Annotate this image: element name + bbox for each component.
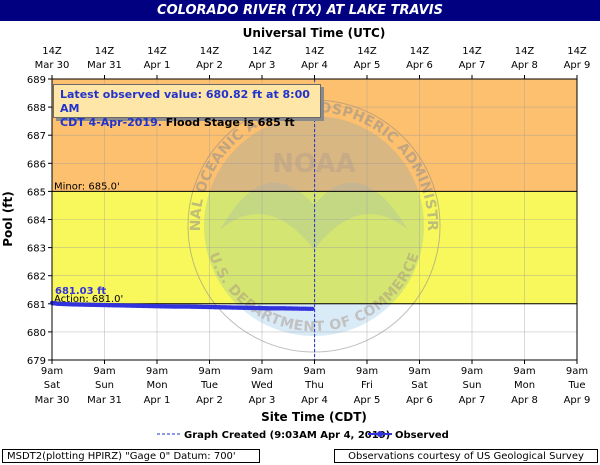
x-tick-top-date: Apr 1 xyxy=(144,60,171,71)
x-tick-time: 9am xyxy=(303,366,325,377)
y-tick-label: 687 xyxy=(27,131,46,142)
y-tick-label: 684 xyxy=(27,216,46,227)
x-tick-top-time: 14Z xyxy=(42,46,62,57)
x-tick-top-date: Mar 30 xyxy=(35,60,70,71)
x-tick-time: 9am xyxy=(461,366,483,377)
y-tick-labels: 679 680 681 682 683 684 685 686 687 688 689 xyxy=(27,75,52,367)
x-tick-top-date: Apr 4 xyxy=(301,60,328,71)
threshold-label-action: Action: 681.0' xyxy=(54,294,123,305)
first-value-label: 681.03 ft xyxy=(55,286,106,297)
y-tick-label: 682 xyxy=(27,272,46,283)
y-tick-label: 681 xyxy=(27,300,46,311)
x-tick-day: Mon xyxy=(514,380,535,391)
x-tick-date: Apr 1 xyxy=(144,395,171,406)
y-tick-label: 686 xyxy=(27,159,46,170)
x-tick-time: 9am xyxy=(198,366,220,377)
x-tick-time: 9am xyxy=(93,366,115,377)
x-tick-date: Mar 30 xyxy=(35,395,70,406)
x-tick-date: Apr 6 xyxy=(406,395,433,406)
legend-observed-label: Observed xyxy=(395,430,449,441)
x-tick-day: Sat xyxy=(44,380,60,391)
x-tick-date: Apr 5 xyxy=(354,395,381,406)
x-tick-time: 9am xyxy=(251,366,273,377)
x-tick-top-date: Apr 5 xyxy=(354,60,381,71)
x-tick-top-time: 14Z xyxy=(410,46,430,57)
watermark-disc xyxy=(204,116,424,336)
x-tick-date: Apr 8 xyxy=(511,395,538,406)
x-tick-day: Wed xyxy=(251,380,273,391)
y-tick-label: 688 xyxy=(27,103,46,114)
legend-observed-marker xyxy=(377,431,383,437)
latest-observation-line1: Latest observed value: 680.82 ft at 8:00… xyxy=(60,88,310,115)
x-tick-date: Apr 7 xyxy=(459,395,486,406)
latest-observation-box: Latest observed value: 680.82 ft at 8:00… xyxy=(53,84,321,129)
x-tick-top-time: 14Z xyxy=(147,46,167,57)
x-tick-labels-bottom: 9am Sat Mar 30 9am Sun Mar 31 9am Mon Apr 1 9am Tu… xyxy=(35,360,591,406)
x-tick-time: 9am xyxy=(146,366,168,377)
plot-frame xyxy=(51,78,578,361)
legend: Graph Created (9:03AM Apr 4, 2019) Obser… xyxy=(157,430,449,441)
x-tick-top-date: Apr 6 xyxy=(406,60,433,71)
credit-footer: Observations courtesy of US Geological S… xyxy=(334,449,598,463)
threshold-label-minor: Minor: 685.0' xyxy=(54,181,120,192)
x-tick-date: Mar 31 xyxy=(87,395,122,406)
x-tick-time: 9am xyxy=(408,366,430,377)
y-tick-label: 683 xyxy=(27,244,46,255)
x-tick-day: Sun xyxy=(95,380,114,391)
x-tick-day: Sun xyxy=(462,380,481,391)
x-tick-date: Apr 4 xyxy=(301,395,328,406)
watermark-logo-text: NOAA xyxy=(272,149,355,179)
x-tick-top-time: 14Z xyxy=(95,46,115,57)
y-tick-label: 689 xyxy=(27,75,46,86)
y-axis-title: Pool (ft) xyxy=(1,191,15,247)
observed-point xyxy=(310,306,315,312)
x-tick-day: Thu xyxy=(304,380,324,391)
x-tick-day: Fri xyxy=(361,380,373,391)
x-tick-top-date: Apr 9 xyxy=(564,60,591,71)
x-tick-top-date: Apr 7 xyxy=(459,60,486,71)
x-tick-date: Apr 9 xyxy=(564,395,591,406)
chart-title: COLORADO RIVER (TX) AT LAKE TRAVIS xyxy=(0,0,600,21)
x-tick-top-date: Apr 2 xyxy=(196,60,223,71)
datum-footer: MSDT2(plotting HPIRZ) "Gage 0" Datum: 70… xyxy=(2,449,260,463)
x-tick-top-date: Apr 3 xyxy=(249,60,276,71)
x-tick-time: 9am xyxy=(41,366,63,377)
x-tick-time: 9am xyxy=(513,366,535,377)
x-tick-top-time: 14Z xyxy=(305,46,325,57)
latest-observation-line2: CDT 4-Apr-2019. Flood Stage is 685 ft xyxy=(60,116,314,130)
x-tick-top-date: Mar 31 xyxy=(87,60,122,71)
x-tick-day: Mon xyxy=(146,380,167,391)
x-tick-day: Tue xyxy=(567,380,585,391)
x-tick-top-time: 14Z xyxy=(515,46,535,57)
x-tick-top-time: 14Z xyxy=(462,46,482,57)
x-tick-time: 9am xyxy=(566,366,588,377)
x-tick-top-time: 14Z xyxy=(252,46,272,57)
legend-graph-created-label: Graph Created (9:03AM Apr 4, 2019) xyxy=(184,430,390,441)
watermark-gull xyxy=(220,182,408,250)
x-tick-date: Apr 2 xyxy=(196,395,223,406)
x-tick-labels-top: 14Z Mar 30 14Z Mar 31 14Z Apr 1 14Z Apr 2 14Z Apr… xyxy=(35,46,591,79)
x-axis-title: Site Time (CDT) xyxy=(261,410,367,424)
x-tick-date: Apr 3 xyxy=(249,395,276,406)
x-tick-day: Tue xyxy=(200,380,218,391)
y-tick-label: 680 xyxy=(27,328,46,339)
y-tick-label: 679 xyxy=(27,356,46,367)
x-tick-day: Sat xyxy=(411,380,427,391)
flood-stage-text: Flood Stage is 685 ft xyxy=(161,116,295,129)
x-tick-top-time: 14Z xyxy=(200,46,220,57)
y-tick-label: 685 xyxy=(27,187,46,198)
top-axis-title: Universal Time (UTC) xyxy=(243,26,386,40)
latest-observation-date: CDT 4-Apr-2019. xyxy=(60,116,162,129)
observed-series: 681.03 ft xyxy=(49,79,316,360)
x-tick-top-time: 14Z xyxy=(567,46,587,57)
x-tick-top-time: 14Z xyxy=(357,46,377,57)
x-tick-top-date: Apr 8 xyxy=(511,60,538,71)
x-tick-time: 9am xyxy=(356,366,378,377)
